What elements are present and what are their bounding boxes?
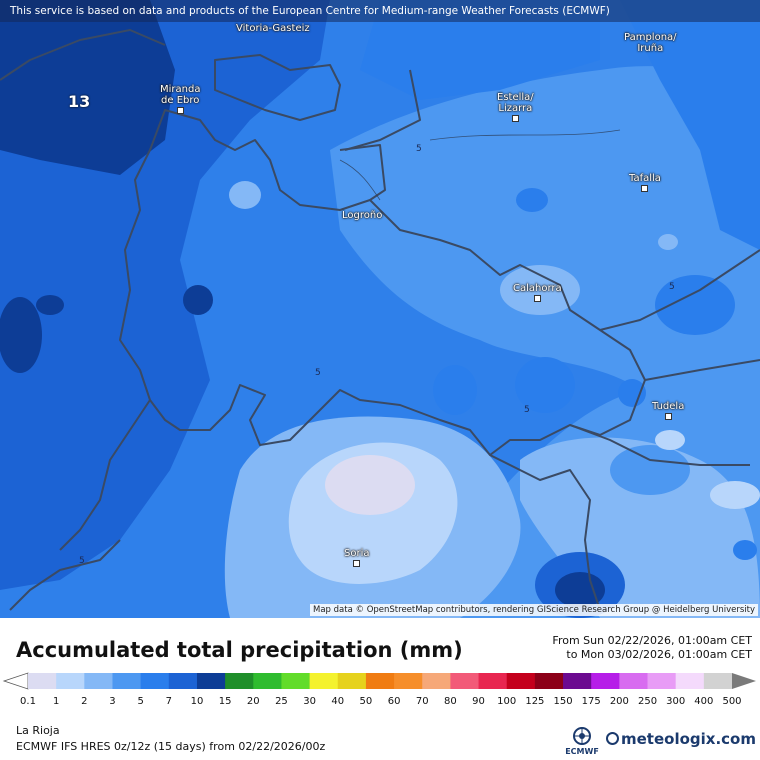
- scale-swatch: [478, 673, 508, 689]
- scale-swatch: [506, 673, 536, 689]
- scale-tick-label: 80: [444, 696, 457, 707]
- scale-swatch: [422, 673, 451, 689]
- scale-tick-label: 400: [694, 696, 714, 707]
- city-label-miranda[interactable]: Miranda de Ebro: [160, 84, 200, 114]
- ecmwf-logo-label: ECMWF: [565, 747, 599, 756]
- scale-swatch: [309, 673, 339, 689]
- contour-label: 5: [315, 368, 321, 378]
- date-from: From Sun 02/22/2026, 01:00am CET: [552, 634, 752, 647]
- scale-low-arrow: [2, 672, 29, 690]
- city-marker: [511, 115, 519, 122]
- region-name: La Rioja: [16, 724, 60, 737]
- scale-swatch: [647, 673, 677, 689]
- city-marker: [533, 295, 541, 302]
- scale-swatch: [591, 673, 620, 689]
- scale-tick-label: 0.1: [20, 696, 36, 707]
- city-marker: [664, 413, 672, 420]
- scale-tick-label: 2: [81, 696, 88, 707]
- scale-swatch: [703, 673, 733, 689]
- scale-swatch: [84, 673, 113, 689]
- scale-swatch: [450, 673, 480, 689]
- meteologix-logo-icon: [606, 732, 619, 745]
- precipitation-map[interactable]: This service is based on data and produc…: [0, 0, 760, 618]
- city-label-tudela[interactable]: Tudela: [652, 401, 684, 420]
- scale-tick-label: 60: [387, 696, 401, 707]
- legend-panel: Accumulated total precipitation (mm) Fro…: [0, 618, 760, 760]
- max-value-label: 13: [68, 92, 91, 111]
- scale-tick-label: 175: [581, 696, 601, 707]
- scale-tick-label: 200: [609, 696, 629, 707]
- scale-tick-label: 250: [637, 696, 658, 707]
- contour-label: 5: [416, 144, 422, 154]
- scale-tick-label: 70: [415, 696, 429, 707]
- legend-title: Accumulated total precipitation (mm): [16, 638, 463, 662]
- color-scale-bar: [2, 672, 756, 690]
- scale-swatch: [168, 673, 198, 689]
- scale-tick-label: 300: [666, 696, 686, 707]
- city-marker: [641, 185, 649, 192]
- brand-text: meteologix.com: [621, 730, 756, 748]
- scale-tick-label: 125: [525, 696, 545, 707]
- scale-tick-label: 150: [553, 696, 573, 707]
- ecmwf-logo[interactable]: ECMWF: [560, 726, 604, 756]
- scale-tick-label: 10: [190, 696, 204, 707]
- scale-swatch: [28, 673, 57, 689]
- scale-high-arrow: [732, 673, 756, 689]
- scale-swatch: [281, 673, 311, 689]
- scale-swatch: [225, 673, 254, 689]
- ecmwf-notice-bar: This service is based on data and produc…: [0, 0, 760, 22]
- scale-swatch: [563, 673, 592, 689]
- city-label-vitoria[interactable]: Vitoria-Gasteiz: [236, 23, 310, 34]
- scale-tick-label: 30: [303, 696, 316, 707]
- scale-tick-label: 20: [246, 696, 260, 707]
- precipitation-field: [0, 0, 760, 618]
- scale-tick-label: 90: [472, 696, 485, 707]
- meteologix-brand[interactable]: meteologix.com: [606, 730, 756, 748]
- scale-tick-label: 25: [275, 696, 288, 707]
- scale-tick-label: 3: [109, 696, 116, 707]
- ecmwf-logo-icon: [573, 727, 591, 745]
- scale-swatch: [253, 673, 282, 689]
- contour-label: 5: [669, 282, 675, 292]
- scale-tick-label: 1: [52, 696, 60, 707]
- color-scale-ticks: 0.1 1 2 3 5 7 10 15 20 25 30 40 50 60 70 80 90 100 125 150 1…: [0, 696, 760, 710]
- contour-label: 5: [524, 405, 530, 415]
- scale-tick-label: 500: [722, 696, 742, 707]
- city-label-pamplona[interactable]: Pamplona/ Iruña: [624, 32, 677, 54]
- scale-swatch: [337, 673, 367, 689]
- city-label-soria[interactable]: Soria: [344, 548, 369, 567]
- scale-tick-label: 40: [331, 696, 345, 707]
- scale-swatch: [140, 673, 170, 689]
- city-marker: [176, 107, 184, 114]
- contour-label: 5: [79, 556, 85, 566]
- city-label-logrono[interactable]: Logroño: [342, 210, 383, 221]
- city-label-calahorra[interactable]: Calahorra: [513, 283, 562, 302]
- date-range: From Sun 02/22/2026, 01:00am CET to Mon …: [552, 634, 752, 662]
- city-label-tafalla[interactable]: Tafalla: [629, 173, 661, 192]
- scale-tick-label: 5: [137, 696, 144, 707]
- scale-swatch: [619, 673, 649, 689]
- model-info: ECMWF IFS HRES 0z/12z (15 days) from 02/…: [16, 740, 326, 753]
- scale-swatch: [675, 673, 705, 689]
- city-marker: [353, 560, 361, 567]
- scale-swatch: [196, 673, 226, 689]
- scale-tick-label: 7: [165, 696, 172, 707]
- scale-swatch: [534, 673, 564, 689]
- scale-tick-label: 15: [218, 696, 232, 707]
- scale-swatch: [365, 673, 395, 689]
- scale-swatch: [394, 673, 423, 689]
- city-label-estella[interactable]: Estella/ Lizarra: [497, 92, 534, 122]
- date-to: to Mon 03/02/2026, 01:00am CET: [566, 648, 752, 661]
- scale-tick-label: 100: [497, 696, 517, 707]
- scale-swatch: [56, 673, 85, 689]
- map-attribution[interactable]: Map data © OpenStreetMap contributors, r…: [310, 604, 758, 616]
- scale-swatch: [112, 673, 142, 689]
- scale-tick-label: 50: [359, 696, 373, 707]
